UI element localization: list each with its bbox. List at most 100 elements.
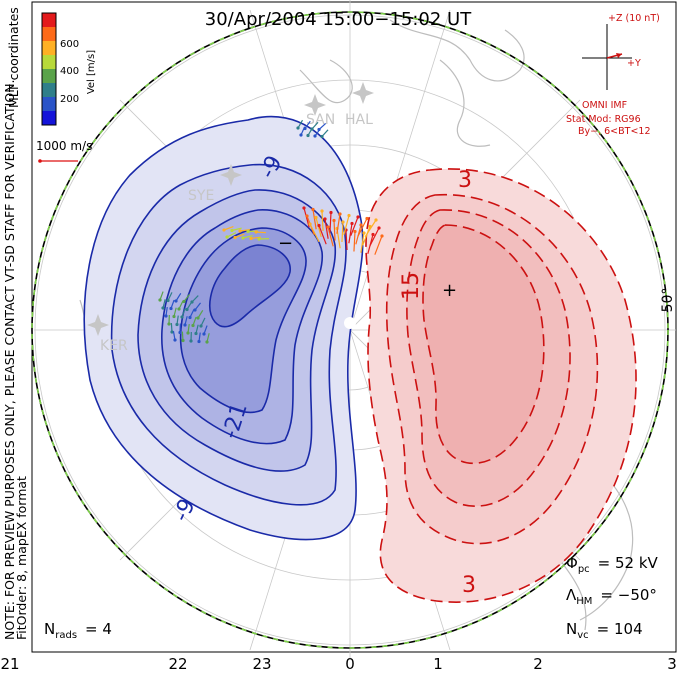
- vector-origin-dot: [329, 210, 333, 215]
- nvc-stat: Nvc = 104: [566, 620, 643, 641]
- vector-scale-icon: [38, 159, 78, 163]
- vector-origin-dot: [189, 339, 193, 343]
- potential-maximum-marker: +: [442, 280, 457, 301]
- stat-model: Stat Mod: RG96: [566, 114, 641, 125]
- vector-origin-dot: [249, 236, 253, 241]
- vector-origin-dot: [341, 220, 345, 224]
- vector-origin-dot: [194, 331, 198, 336]
- vector-origin-dot: [308, 222, 312, 226]
- mlt-tick-3: 3: [667, 655, 677, 673]
- velocity-vector: [350, 216, 359, 236]
- vector-origin-dot: [362, 231, 366, 235]
- positive-cell: [365, 168, 637, 603]
- colorbar-tick-600: 600: [60, 39, 79, 50]
- velocity-vector: [226, 232, 237, 238]
- vector-origin-dot: [177, 307, 181, 311]
- vector-origin-dot: [182, 299, 186, 304]
- vector-origin-dot: [302, 206, 306, 210]
- vector-origin-dot: [356, 215, 360, 219]
- vector-origin-dot: [238, 229, 242, 233]
- mlt-tick-21: 21: [0, 655, 19, 673]
- cross-polar-potential-stat: Φpc = 52 kV: [566, 554, 659, 575]
- colorbar-segment: [42, 83, 56, 98]
- vector-origin-dot: [365, 216, 369, 221]
- vector-origin-dot: [303, 126, 307, 131]
- colorbar-tick-200: 200: [60, 94, 79, 105]
- fit-order-note: FitOrder: 8, mapEX format: [14, 476, 29, 640]
- vector-origin-dot: [164, 314, 168, 318]
- station-sye-label: SYE: [188, 188, 214, 204]
- vector-origin-dot: [257, 237, 261, 241]
- imf-bz-label: +Z (10 nT): [608, 13, 660, 24]
- velocity-vector: [324, 218, 329, 239]
- vector-origin-dot: [191, 323, 195, 328]
- vector-origin-dot: [180, 315, 184, 319]
- vector-origin-dot: [205, 340, 209, 344]
- vector-origin-dot: [199, 324, 203, 328]
- velocity-vector: [369, 227, 380, 247]
- station-sye-icon: [220, 164, 242, 186]
- vector-origin-dot: [380, 234, 384, 238]
- mlt-tick-1: 1: [433, 655, 443, 673]
- vector-origin-dot: [241, 236, 245, 240]
- vector-origin-dot: [166, 298, 170, 303]
- vector-origin-dot: [246, 229, 250, 234]
- vector-origin-dot: [197, 339, 201, 344]
- vector-origin-dot: [353, 229, 357, 234]
- colorbar-segment: [42, 27, 56, 42]
- vector-origin-dot: [332, 218, 336, 223]
- station-san-label: SAN: [306, 112, 335, 128]
- station-ker-icon: [87, 314, 109, 336]
- mlt-tick-23: 23: [252, 655, 271, 673]
- imf-condition: By−, 6<BT<12: [578, 126, 651, 137]
- station-hal-icon: [352, 82, 374, 104]
- map-title: 30/Apr/2004 15:00−15:02 UT: [205, 9, 472, 30]
- side-note: NOTE: FOR PREVIEW PURPOSES ONLY, PLEASE …: [2, 79, 29, 640]
- vector-origin-dot: [196, 316, 200, 320]
- station-ker-label: KER: [100, 338, 128, 354]
- vector-origin-dot: [323, 217, 327, 221]
- mlt-tick-22: 22: [168, 655, 187, 673]
- vector-origin-dot: [181, 338, 185, 343]
- vector-origin-dot: [202, 332, 206, 336]
- velocity-vector: [364, 219, 377, 238]
- colorbar-segment: [42, 69, 56, 84]
- latitude-label: 50°: [660, 288, 676, 313]
- vector-origin-dot: [158, 298, 162, 302]
- hm-latitude-stat: ΛHM = −50°: [566, 586, 657, 607]
- nrads-stat: Nrads = 4: [44, 620, 112, 641]
- velocity-vector: [360, 232, 365, 253]
- hm-boundary-dash: [31, 11, 669, 649]
- vector-origin-dot: [193, 308, 197, 312]
- station-san-icon: [304, 94, 326, 116]
- vector-origin-dot: [371, 232, 375, 237]
- velocity-vector: [345, 229, 348, 251]
- velocity-vector: [255, 231, 267, 234]
- velocity-vector: [341, 221, 344, 243]
- station-hal-label: HAL: [345, 112, 373, 128]
- vector-origin-dot: [190, 300, 194, 304]
- velocity-vector: [234, 233, 245, 239]
- vector-origin-dot: [170, 330, 174, 334]
- velocity-vector: [318, 225, 327, 245]
- vector-origin-dot: [374, 218, 378, 222]
- contour-label-pos-bottom: 3: [462, 573, 476, 598]
- velocity-vector: [250, 236, 261, 240]
- preview-note: NOTE: FOR PREVIEW PURPOSES ONLY, PLEASE …: [2, 79, 17, 640]
- velocity-vector: [315, 217, 322, 237]
- velocity-vector: [353, 231, 356, 252]
- vector-origin-dot: [377, 226, 381, 230]
- radar-stations: SAN HAL SYE KER: [87, 82, 374, 354]
- velocity-vector: [239, 229, 250, 232]
- vector-origin-dot: [350, 221, 354, 226]
- vector-origin-dot: [338, 212, 342, 216]
- velocity-vector: [312, 209, 317, 230]
- colorbar-segment: [42, 13, 56, 28]
- velocity-vector: [374, 235, 383, 255]
- negative-cell: [83, 115, 364, 541]
- vector-origin-dot: [186, 331, 190, 335]
- vector-origin-dot: [225, 235, 229, 239]
- velocity-vector: [303, 207, 310, 228]
- colorbar-scale: [42, 13, 56, 126]
- vector-origin-dot: [233, 235, 237, 240]
